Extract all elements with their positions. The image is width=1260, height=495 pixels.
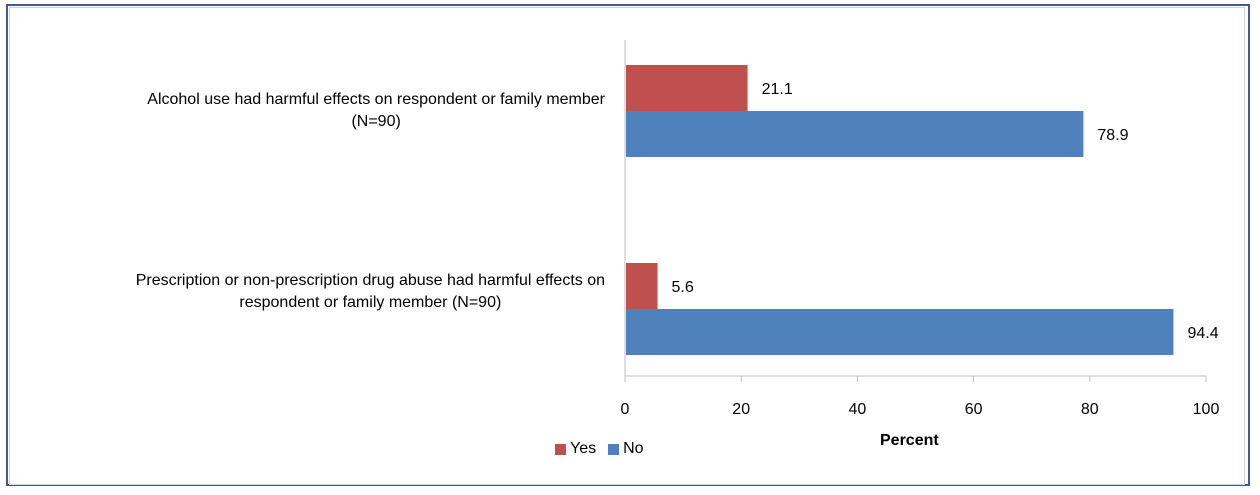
category-label-drug: Prescription or non-prescription drug ab… (136, 270, 605, 314)
data-label: 94.4 (1187, 325, 1218, 342)
x-axis-title: Percent (880, 432, 939, 449)
legend-label-no: No (623, 440, 644, 457)
legend-item-yes: Yes (555, 440, 596, 458)
category-label-line: Alcohol use had harmful effects on respo… (147, 91, 605, 108)
category-label-line: (N=90) (351, 113, 401, 130)
bar-no (626, 309, 1174, 355)
x-tick-label: 0 (621, 401, 630, 418)
bar-yes (626, 65, 748, 111)
x-tick-label: 60 (965, 401, 983, 418)
data-label: 78.9 (1097, 127, 1128, 144)
x-tick-label: 20 (732, 401, 750, 418)
legend-item-no: No (608, 440, 644, 458)
x-tick-label: 100 (1193, 401, 1220, 418)
category-label-line: Prescription or non-prescription drug ab… (135, 272, 605, 289)
legend-swatch-no (608, 443, 620, 455)
legend-label-yes: Yes (570, 440, 597, 457)
legend: Yes No (555, 440, 644, 458)
data-label: 21.1 (762, 81, 793, 98)
chart-inner-border (9, 7, 1245, 485)
category-label-alcohol: Alcohol use had harmful effects on respo… (147, 89, 605, 133)
bar-no (626, 111, 1084, 157)
x-tick-label: 80 (1081, 401, 1099, 418)
bar-yes (626, 263, 658, 309)
category-label-line: respondent or family member (N=90) (239, 294, 502, 311)
data-label: 5.6 (672, 279, 694, 296)
x-tick-label: 40 (849, 401, 867, 418)
legend-swatch-yes (555, 443, 566, 455)
